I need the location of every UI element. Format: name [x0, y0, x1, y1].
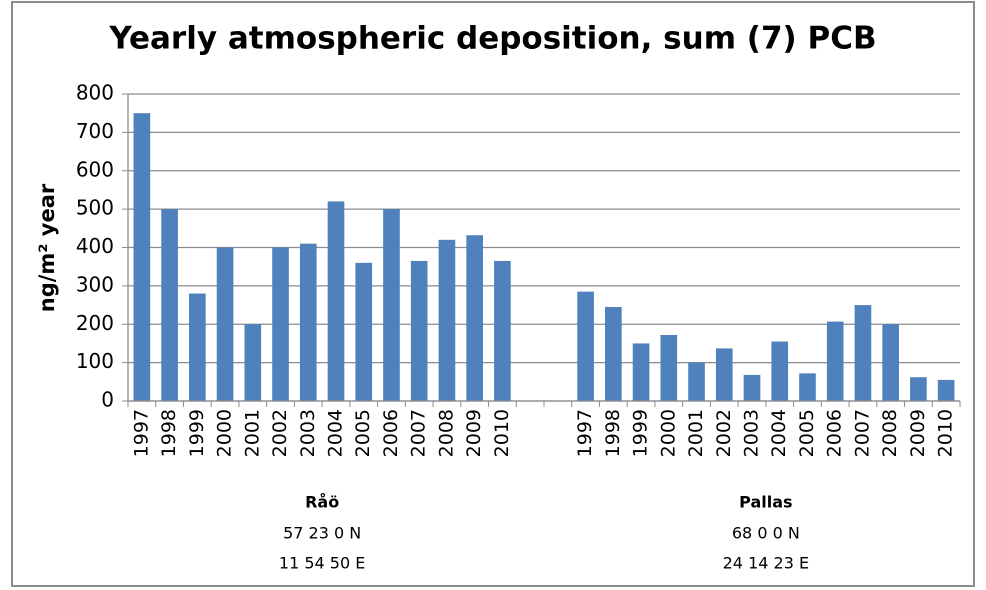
- x-tick-label: 2001: [241, 409, 263, 457]
- bar: [494, 260, 511, 401]
- bar: [937, 379, 955, 401]
- x-tick-label: 2007: [851, 409, 873, 457]
- bar: [605, 306, 622, 401]
- y-tick-label: 700: [76, 119, 114, 143]
- x-tick-label: 2010: [491, 409, 513, 457]
- bar: [272, 247, 289, 401]
- bar: [660, 334, 678, 401]
- y-tick-label: 600: [76, 157, 114, 181]
- chart-frame: [11, 1, 975, 587]
- x-tick-label: 2010: [935, 409, 957, 457]
- bar: [383, 209, 400, 401]
- x-tick-label: 2009: [907, 409, 929, 457]
- x-tick-label: 2003: [741, 409, 763, 457]
- x-tick-label: 2002: [713, 409, 735, 457]
- x-tick-label: 2001: [685, 409, 707, 457]
- group-name: Råö: [305, 493, 339, 512]
- bar: [910, 377, 927, 401]
- x-tick-label: 1998: [158, 409, 180, 457]
- bar: [799, 373, 816, 401]
- x-tick-label: 2009: [463, 409, 485, 457]
- x-tick-label: 1999: [186, 409, 208, 457]
- x-tick-label: 2006: [824, 409, 846, 457]
- group-name: Pallas: [739, 493, 792, 512]
- bar: [688, 362, 705, 401]
- bar: [133, 113, 151, 401]
- bar: [882, 324, 899, 401]
- bar: [327, 201, 345, 401]
- x-tick-label: 2000: [214, 409, 236, 457]
- bar: [577, 291, 594, 401]
- x-tick-label: 2000: [657, 409, 679, 457]
- x-tick-label: 2007: [408, 409, 430, 457]
- y-axis-label: ng/m² year: [35, 183, 59, 312]
- x-tick-label: 2002: [269, 409, 291, 457]
- x-tick-label: 2005: [352, 409, 374, 457]
- group-longitude: 24 14 23 E: [723, 554, 809, 573]
- bar: [189, 293, 206, 401]
- bar: [299, 243, 317, 401]
- bar: [466, 235, 483, 401]
- y-tick-label: 800: [76, 81, 114, 105]
- x-tick-label: 2004: [325, 409, 347, 457]
- chart-title: Yearly atmospheric deposition, sum (7) P…: [108, 21, 876, 57]
- x-tick-label: 1998: [602, 409, 624, 457]
- bar: [743, 374, 761, 401]
- bar: [854, 305, 872, 401]
- bar: [715, 348, 733, 401]
- y-tick-label: 500: [76, 196, 114, 220]
- y-tick-label: 400: [76, 234, 114, 258]
- x-tick-label: 2008: [435, 409, 457, 457]
- group-latitude: 68 0 0 N: [732, 524, 800, 543]
- bar: [161, 209, 178, 401]
- x-tick-label: 1997: [574, 409, 596, 457]
- x-tick-label: 2003: [297, 409, 319, 457]
- bar: [410, 260, 428, 401]
- y-tick-label: 300: [76, 272, 114, 296]
- x-tick-label: 1997: [130, 409, 152, 457]
- bar: [771, 341, 789, 401]
- bar: [826, 321, 844, 401]
- x-tick-label: 2008: [879, 409, 901, 457]
- y-tick-label: 200: [76, 311, 114, 335]
- bar: [438, 239, 456, 401]
- x-tick-label: 1999: [630, 409, 652, 457]
- x-tick-label: 2005: [796, 409, 818, 457]
- group-latitude: 57 23 0 N: [283, 524, 361, 543]
- bar: [355, 262, 373, 401]
- group-longitude: 11 54 50 E: [279, 554, 365, 573]
- x-tick-label: 2004: [768, 409, 790, 457]
- bar: [216, 247, 234, 401]
- bar: [632, 343, 650, 401]
- bar: [244, 324, 262, 401]
- y-tick-label: 100: [76, 349, 114, 373]
- x-tick-label: 2006: [380, 409, 402, 457]
- y-tick-label: 0: [101, 388, 114, 412]
